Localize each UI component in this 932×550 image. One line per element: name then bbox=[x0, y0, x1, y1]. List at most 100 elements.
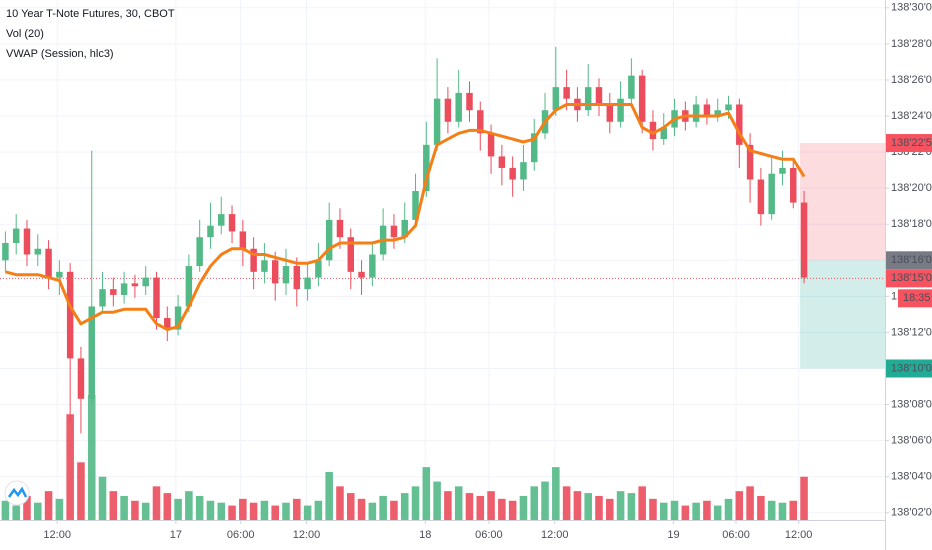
candle-body bbox=[606, 104, 614, 122]
price-label: 138'15'0 bbox=[891, 272, 932, 284]
candle-body bbox=[736, 104, 743, 145]
x-tick-label: 12:00 bbox=[541, 529, 569, 541]
y-tick-label: 138'02'0 bbox=[891, 507, 932, 519]
candle-body bbox=[757, 179, 765, 215]
y-tick-label: 138'04'0 bbox=[891, 471, 932, 483]
price-label-box bbox=[886, 269, 932, 288]
volume-bar bbox=[584, 493, 592, 520]
volume-bar bbox=[174, 498, 182, 520]
candle-body bbox=[282, 266, 290, 284]
candle-body bbox=[120, 283, 128, 295]
x-tick-label: 06:00 bbox=[227, 529, 255, 541]
volume-bar bbox=[649, 498, 657, 520]
volume-bar bbox=[109, 491, 118, 520]
candle-body bbox=[131, 283, 139, 287]
volume-bar bbox=[217, 502, 226, 520]
volume-bar bbox=[87, 395, 96, 520]
candle-body bbox=[477, 110, 484, 134]
countdown: 18:35 bbox=[903, 292, 931, 304]
volume-bar bbox=[681, 505, 690, 520]
candle-body bbox=[347, 237, 354, 272]
candle-body bbox=[153, 277, 160, 319]
candle-body bbox=[304, 277, 311, 290]
candle-body bbox=[779, 167, 786, 174]
candle-body bbox=[746, 144, 754, 180]
volume-bar bbox=[390, 500, 398, 520]
candle-body bbox=[218, 214, 225, 226]
volume-bar bbox=[346, 493, 355, 520]
y-tick-label: 138'26'0 bbox=[891, 74, 932, 86]
y-tick-label: 138'30'0 bbox=[891, 2, 932, 14]
candle-body bbox=[531, 133, 538, 163]
candle-body bbox=[23, 228, 31, 255]
target-zone bbox=[800, 260, 885, 369]
candle-body bbox=[423, 144, 430, 192]
volume-bar bbox=[195, 495, 204, 520]
candle-body bbox=[703, 104, 711, 117]
candle-body bbox=[142, 277, 149, 287]
candle-body bbox=[88, 306, 95, 399]
indicator-label: VWAP (Session, hlc3) bbox=[6, 48, 114, 60]
volume-bar bbox=[433, 481, 441, 520]
vwap-line bbox=[5, 103, 806, 331]
volume-bar bbox=[336, 486, 344, 520]
volume-bar bbox=[12, 505, 20, 520]
volume-bar bbox=[44, 491, 53, 520]
candle-body bbox=[34, 248, 42, 255]
logo bbox=[4, 480, 30, 506]
x-tick-label: 06:00 bbox=[722, 529, 750, 541]
volume-bar bbox=[627, 493, 636, 520]
volume-bar bbox=[465, 493, 474, 520]
volume-bar bbox=[800, 476, 808, 520]
candle-body bbox=[228, 214, 236, 232]
volume-bar bbox=[141, 502, 150, 520]
volume-bar bbox=[152, 486, 161, 520]
candle-body bbox=[325, 219, 333, 261]
volume-bar bbox=[541, 481, 549, 520]
stop-zone bbox=[800, 143, 885, 261]
volume-bar bbox=[98, 476, 107, 520]
candle-body bbox=[358, 271, 365, 278]
candle-body bbox=[271, 260, 279, 284]
candle-body bbox=[455, 92, 462, 122]
candle-body bbox=[584, 87, 592, 111]
volume-bar bbox=[476, 495, 485, 520]
candle-body bbox=[714, 110, 721, 117]
volume-bar bbox=[23, 495, 31, 520]
volume-bar bbox=[778, 502, 787, 520]
candle-body bbox=[692, 104, 700, 122]
candle-body bbox=[649, 121, 657, 140]
volume-bar bbox=[422, 467, 431, 520]
price-label-box bbox=[886, 359, 932, 378]
volume-bar bbox=[314, 500, 323, 520]
x-tick-label: 12:00 bbox=[293, 529, 321, 541]
price-label-box bbox=[886, 134, 932, 153]
volume-bar bbox=[746, 486, 754, 520]
volume-bar bbox=[260, 500, 269, 520]
axes: 138'02'0 138'04'0 138'06'0 138'08'0 138'10'0… bbox=[43, 2, 932, 541]
volume-bar bbox=[670, 500, 679, 520]
x-tick-label: 18 bbox=[419, 529, 431, 541]
volume-bar bbox=[703, 500, 711, 520]
volume-bar bbox=[131, 500, 139, 520]
candle-body bbox=[412, 191, 419, 220]
y-tick-label: 138'12'0 bbox=[891, 326, 932, 338]
volume-bar bbox=[595, 495, 603, 520]
volume-bar bbox=[206, 500, 215, 520]
candle-body bbox=[466, 92, 473, 111]
candle-body bbox=[563, 87, 570, 99]
candle-body bbox=[2, 242, 9, 261]
volume-bar bbox=[530, 486, 539, 520]
volume-bar bbox=[508, 500, 517, 520]
x-tick-label: 17 bbox=[170, 529, 182, 541]
candle-body bbox=[369, 254, 376, 278]
y-tick-label: 138'24'0 bbox=[891, 110, 932, 122]
volume-bar bbox=[400, 493, 409, 520]
price-label: 138'10'0 bbox=[891, 362, 932, 374]
candle-body bbox=[185, 266, 193, 307]
candle-body bbox=[293, 266, 301, 290]
volume-bar bbox=[789, 500, 798, 520]
x-tick-label: 06:00 bbox=[475, 529, 503, 541]
